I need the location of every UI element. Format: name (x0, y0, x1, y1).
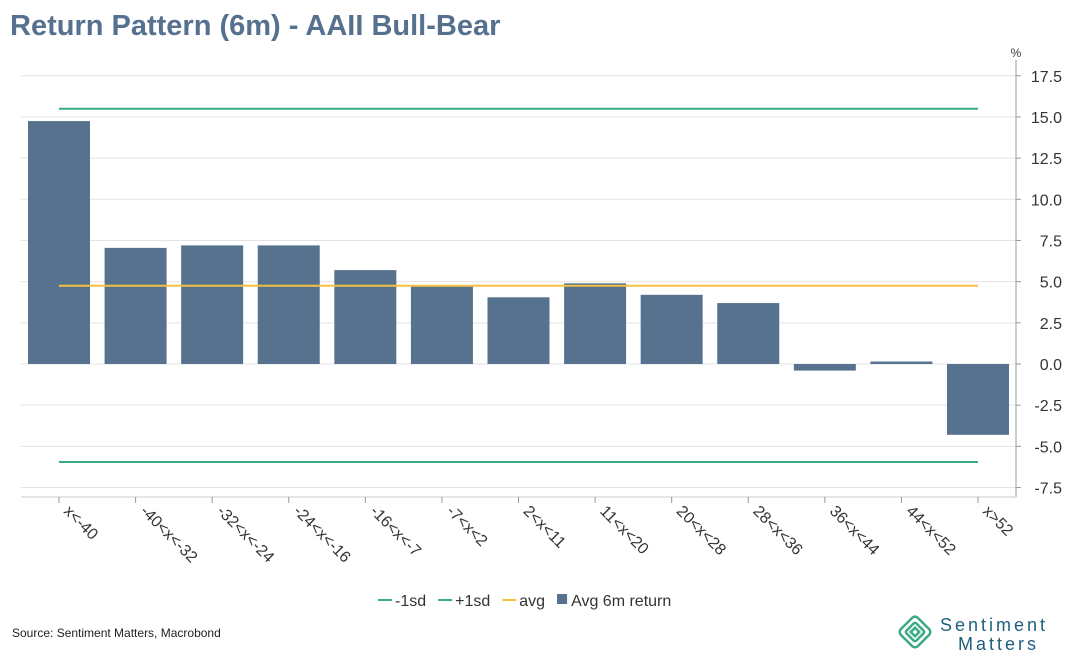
y-tick-label: 5.0 (1040, 275, 1062, 292)
y-tick-label: 0.0 (1040, 357, 1062, 374)
bar-20<x<28 (640, 294, 703, 364)
sentiment-matters-logo-icon (898, 615, 932, 649)
y-tick-label: -2.5 (1034, 398, 1062, 415)
x-tick-label: 44<x<52 (903, 503, 959, 559)
x-tick-label: -40<x<-32 (137, 503, 201, 567)
bar-44<x<52 (870, 361, 933, 364)
y-tick-label: -7.5 (1034, 481, 1062, 498)
x-tick-label: 11<x<20 (596, 503, 651, 558)
x-tick-label: 36<x<44 (826, 503, 882, 559)
y-tick-label: 2.5 (1040, 316, 1062, 333)
legend-label: +1sd (455, 593, 490, 610)
y-tick-label: 17.5 (1031, 69, 1062, 86)
x-tick-label: x>52 (979, 503, 1016, 540)
y-tick-label: 7.5 (1040, 233, 1062, 250)
bar-11<x<20 (564, 283, 627, 364)
y-tick-label: 10.0 (1031, 192, 1062, 209)
x-tick-label: -24<x<-16 (290, 503, 354, 567)
x-tick-label: 28<x<36 (749, 503, 805, 559)
bar--32<x<-24 (181, 245, 244, 364)
bar--16<x<-7 (334, 270, 397, 364)
legend-label: Avg 6m return (571, 593, 671, 610)
x-tick-label: 2<x<11 (520, 503, 569, 552)
y-tick-label: -5.0 (1034, 439, 1062, 456)
bar-2<x<11 (487, 297, 550, 364)
y-tick-label: 12.5 (1031, 151, 1062, 168)
bar-28<x<36 (717, 303, 780, 364)
y-tick-label: 15.0 (1031, 110, 1062, 127)
legend-swatch (557, 594, 568, 604)
x-tick-label: -16<x<-7 (367, 503, 424, 560)
x-tick-label: -7<x<2 (443, 503, 490, 550)
bar--7<x<2 (410, 286, 473, 364)
bar--40<x<-32 (104, 247, 167, 364)
x-tick-label: x<-40 (60, 503, 101, 544)
x-tick-label: 20<x<28 (673, 503, 729, 559)
bar-x<-40 (28, 121, 90, 364)
logo-text: Sentiment Matters (940, 616, 1048, 654)
logo-line-2: Matters (958, 634, 1040, 654)
bar-x>52 (947, 364, 1009, 435)
source-note: Source: Sentiment Matters, Macrobond (12, 626, 221, 640)
y-axis-unit: % (1011, 46, 1022, 60)
legend-label: -1sd (395, 593, 426, 610)
legend-label: avg (519, 593, 545, 610)
x-tick-label: -32<x<-24 (213, 503, 277, 567)
chart-title: Return Pattern (6m) - AAII Bull-Bear (10, 10, 501, 42)
bar-36<x<44 (793, 364, 856, 371)
bar--24<x<-16 (257, 245, 320, 364)
logo-line-1: Sentiment (940, 615, 1049, 635)
